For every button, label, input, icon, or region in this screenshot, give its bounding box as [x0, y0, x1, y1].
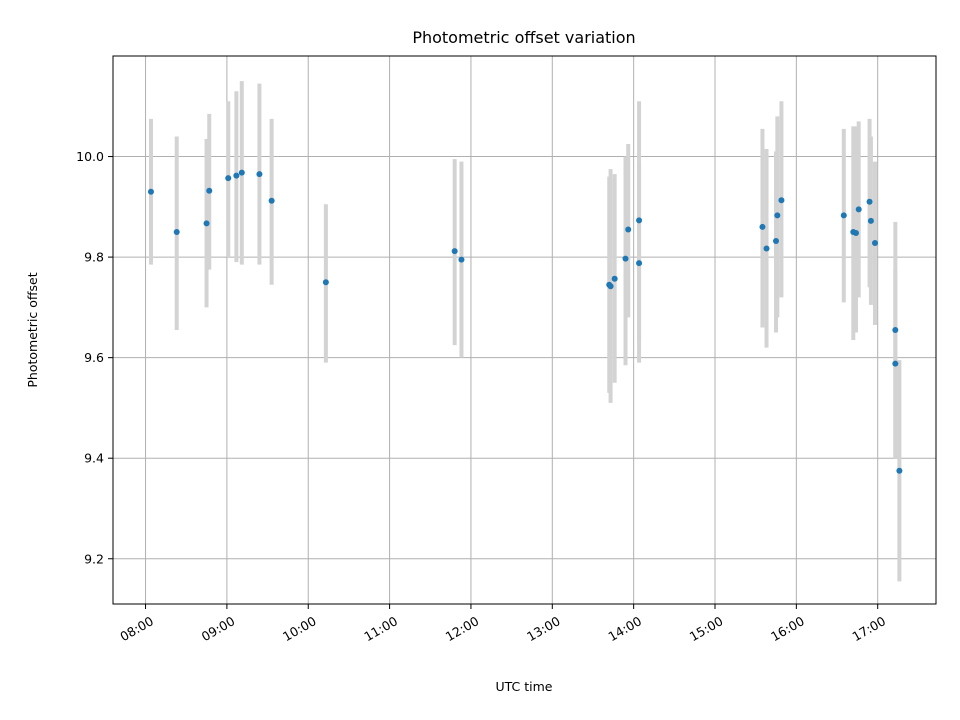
- plot-frame: [112, 55, 937, 605]
- data-point: [636, 217, 643, 224]
- data-point: [256, 171, 263, 178]
- y-axis-label: Photometric offset: [25, 272, 40, 387]
- data-point: [773, 238, 780, 245]
- data-point: [892, 327, 899, 333]
- data-point: [147, 188, 154, 195]
- data-point: [268, 197, 275, 204]
- data-point: [866, 198, 873, 205]
- data-point: [778, 197, 785, 204]
- data-point: [206, 187, 213, 194]
- x-axis-label: UTC time: [496, 679, 553, 694]
- data-point: [225, 175, 232, 182]
- data-point: [233, 172, 240, 179]
- data-point: [855, 206, 862, 213]
- data-point: [759, 223, 766, 230]
- y-tick-label: 10.0: [76, 149, 104, 164]
- data-point: [625, 226, 632, 233]
- data-point: [892, 360, 899, 367]
- data-point: [322, 279, 329, 286]
- data-point: [763, 245, 770, 252]
- data-point: [853, 229, 860, 236]
- data-point: [896, 467, 903, 474]
- data-point: [774, 212, 781, 219]
- chart-title: Photometric offset variation: [412, 28, 635, 47]
- y-tick-label: 9.2: [84, 551, 104, 566]
- data-point: [867, 217, 874, 224]
- data-point: [203, 220, 210, 227]
- y-tick-label: 9.4: [84, 451, 104, 466]
- data-point: [238, 169, 245, 176]
- data-point: [607, 283, 614, 290]
- data-point: [622, 255, 629, 262]
- data-point: [871, 240, 878, 247]
- data-point: [173, 228, 180, 235]
- data-point: [636, 260, 643, 267]
- data-points: [147, 169, 903, 474]
- y-tick-label: 9.6: [84, 350, 104, 365]
- data-point: [451, 248, 458, 255]
- data-point: [611, 275, 618, 282]
- y-tick-label: 9.8: [84, 250, 104, 265]
- data-point: [458, 256, 465, 263]
- grid-lines: [113, 56, 936, 604]
- data-point: [840, 212, 847, 219]
